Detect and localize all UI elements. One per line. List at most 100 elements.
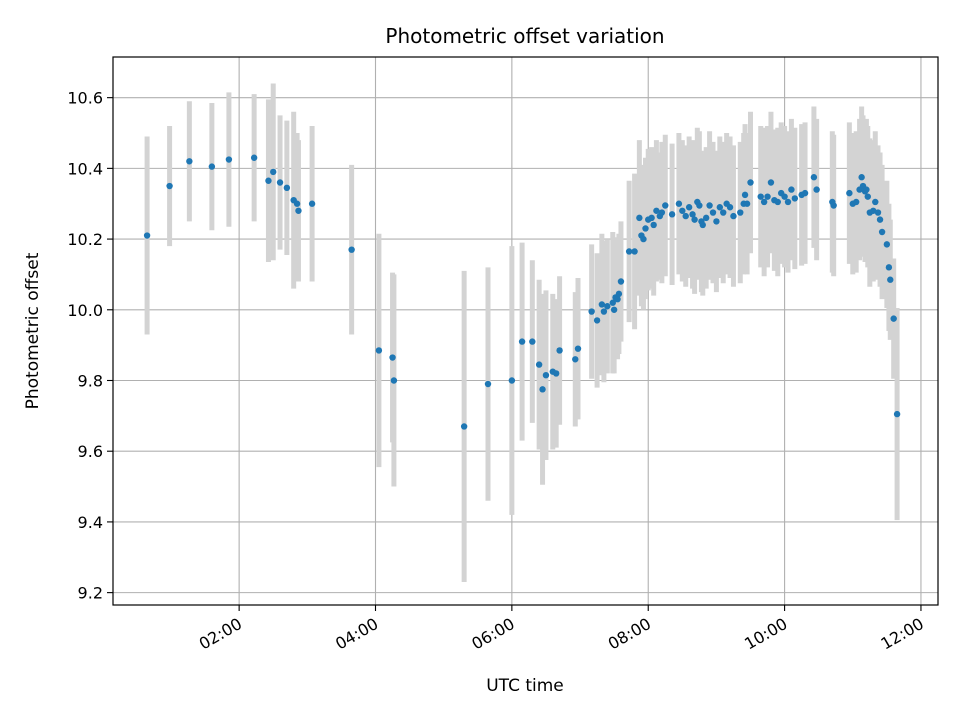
data-point [774,198,781,206]
data-point [460,423,468,430]
data-point [682,212,689,220]
data-point [872,198,879,206]
data-point [878,228,886,236]
data-point [276,179,284,186]
data-point [617,278,625,285]
data-point [208,163,216,170]
data-point [810,174,818,181]
data-point [813,186,820,193]
data-point [625,248,633,255]
data-point [270,168,277,176]
data-point [830,202,837,209]
data-point [876,216,884,223]
data-point [604,303,611,310]
y-tick-label: 10.2 [67,230,103,249]
data-point [484,380,492,388]
data-point [265,177,272,184]
data-point [781,193,788,200]
data-point [610,306,618,313]
data-point [699,221,706,229]
data-point [720,209,727,216]
data-point [760,198,768,206]
data-point [788,186,795,193]
data-point [801,189,809,197]
data-point [702,214,710,222]
data-point [863,186,870,193]
data-point [874,209,882,216]
data-point [685,204,693,211]
y-tick-label: 9.6 [78,442,103,461]
data-point [743,200,751,207]
x-axis-title: UTC time [486,676,564,696]
data-point [295,207,302,214]
data-point [713,218,720,225]
data-point [757,193,764,200]
data-point [662,202,669,209]
data-point [250,154,258,161]
data-point [508,377,516,384]
data-point [784,198,792,206]
data-point [390,377,398,384]
data-point [741,191,749,199]
data-point [650,221,657,229]
data-point [864,193,871,200]
data-point [572,356,579,363]
data-point [689,211,696,218]
data-point [893,410,901,418]
data-point [691,216,698,223]
y-tick-label: 10.0 [67,301,103,320]
data-point [747,179,754,186]
data-point [791,195,799,202]
data-point [552,370,560,377]
data-point [518,338,526,345]
data-point [883,241,891,248]
data-point [186,158,193,165]
data-point [542,371,550,379]
data-point [529,338,536,345]
data-point [709,209,717,216]
data-point [668,211,676,218]
data-point [535,361,543,368]
data-point [730,212,737,220]
data-point [631,248,638,255]
data-point [225,156,233,163]
data-point [615,290,623,298]
data-point [706,202,713,209]
data-point [614,295,621,303]
data-point [737,209,744,216]
data-point [696,202,703,209]
data-point [598,301,606,308]
data-points [143,154,901,430]
y-tick-label: 10.4 [67,159,103,178]
data-point [308,200,316,207]
data-point [846,189,853,197]
plot-frame [112,56,939,606]
data-point [574,345,582,352]
data-point [588,308,595,315]
data-point [600,308,608,315]
data-point [658,209,666,216]
y-axis-title: Photometric offset [23,252,43,409]
data-point [653,207,660,214]
data-point [679,207,686,214]
data-point [648,214,655,222]
data-point [539,386,546,393]
data-point [887,276,894,283]
data-point [885,264,893,271]
data-point [143,232,151,239]
data-point [556,347,563,354]
data-point [764,193,771,200]
data-point [636,214,643,222]
data-point [852,198,860,206]
data-point [642,225,649,232]
data-point [166,182,173,190]
y-tick-label: 10.6 [67,89,103,108]
chart-title: Photometric offset variation [385,24,664,48]
data-point [767,179,775,186]
data-point [593,317,601,324]
data-point [716,204,724,211]
data-point [858,174,865,181]
data-point [293,200,301,207]
